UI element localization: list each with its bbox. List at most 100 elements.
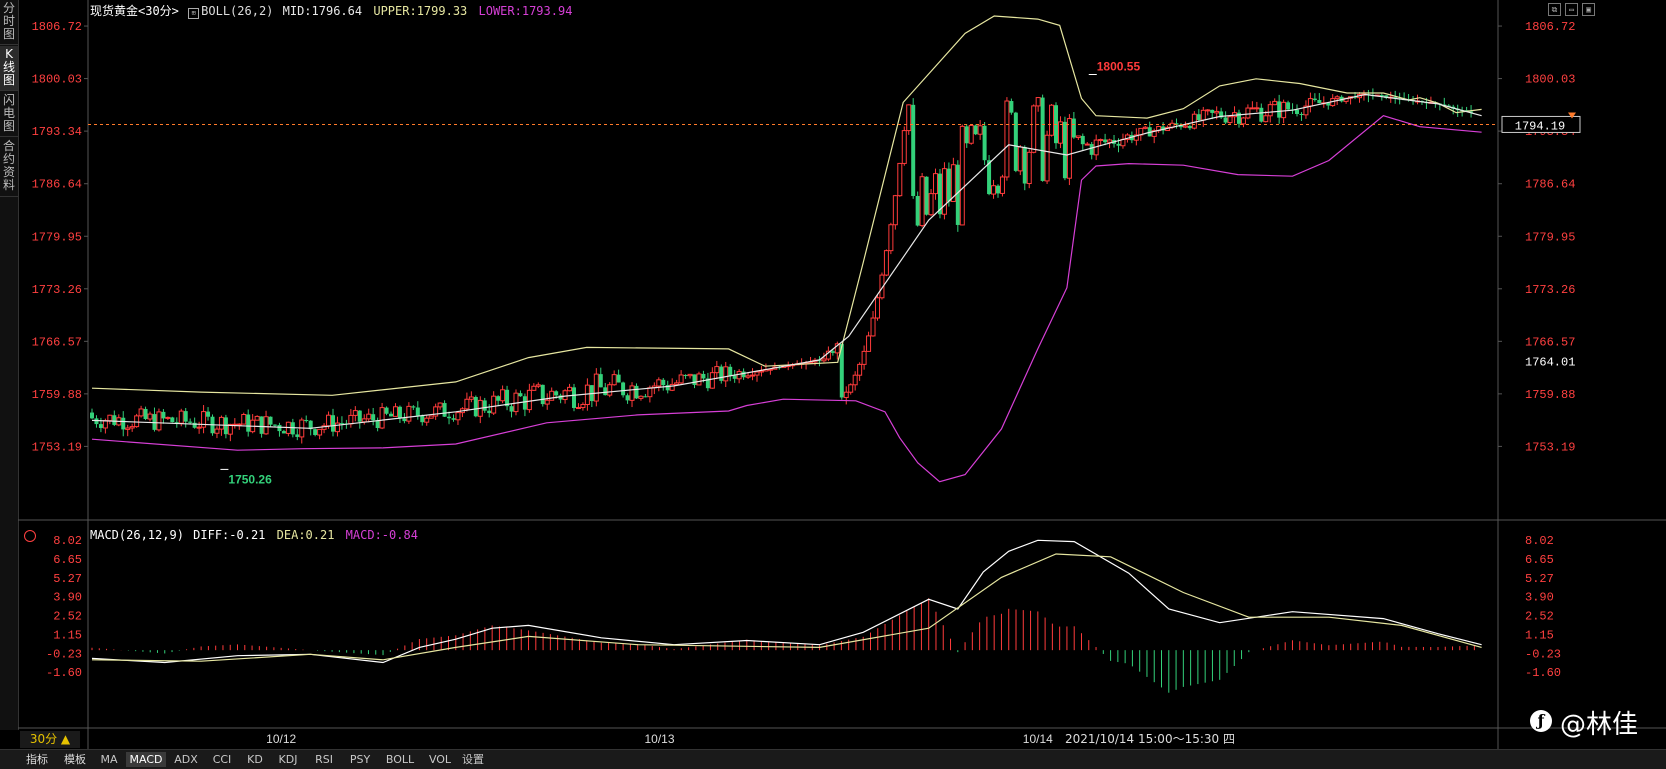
bottom-tab-1[interactable]: 模板 — [64, 753, 86, 766]
bottom-tab-6[interactable]: KD — [247, 753, 263, 766]
candle-body — [447, 416, 452, 419]
bottom-tab-10[interactable]: BOLL — [385, 753, 415, 766]
y-tick-label-right: 1786.64 — [1525, 178, 1575, 192]
restore-icon[interactable]: ⧉ — [1548, 3, 1561, 16]
current-price-label: 1794.19 — [1515, 119, 1565, 133]
macd-y-tick-label-left: 6.65 — [53, 553, 82, 567]
candle-body — [1191, 113, 1197, 129]
candle-body — [959, 125, 965, 226]
candle-body — [572, 387, 577, 408]
candle-body — [1312, 98, 1317, 101]
indicator-label: BOLL(26,2) — [201, 4, 274, 18]
candle-body — [937, 173, 942, 215]
minimize-icon[interactable]: ▭ — [1565, 3, 1578, 16]
bottom-tab-3[interactable]: MACD — [126, 752, 166, 767]
candle-body — [326, 414, 332, 427]
current-price-box — [1501, 115, 1581, 133]
candle-body — [906, 104, 912, 132]
bottom-tab-2[interactable]: MA — [100, 753, 118, 766]
candle-body — [500, 389, 506, 402]
candle-body — [411, 406, 416, 408]
candle-body — [295, 434, 300, 437]
x-tick-label: 10/13 — [644, 732, 674, 746]
bottom-tab-9[interactable]: PSY — [349, 753, 371, 766]
candle-body — [611, 374, 617, 386]
candle-body — [138, 408, 144, 417]
macd-settings-icon[interactable] — [24, 530, 36, 542]
candle-body — [1286, 102, 1291, 110]
candle-body — [665, 385, 670, 391]
candle-body — [1379, 95, 1384, 97]
candle-body — [977, 125, 983, 135]
bottom-tab-5[interactable]: CCI — [212, 753, 232, 766]
tab-contract-info[interactable]: 合约资料 — [0, 138, 18, 197]
candle-body — [643, 396, 648, 398]
chart-header: 现货黄金<30分> ⊞ BOLL(26,2) MID:1796.64 UPPER:… — [90, 2, 572, 19]
tab-kline-chart[interactable]: K线图 — [0, 46, 18, 91]
candle-body — [603, 387, 608, 396]
bottom-tab-12[interactable]: 设置 — [462, 753, 484, 766]
candle-body — [874, 297, 880, 319]
bottom-tab-11[interactable]: VOL — [428, 753, 452, 766]
candle-body — [674, 382, 680, 385]
maximize-icon[interactable]: ▣ — [1582, 3, 1595, 16]
candle-body — [1210, 109, 1215, 113]
candle-body — [1295, 109, 1300, 114]
candle-body — [308, 420, 313, 430]
candle-body — [455, 412, 461, 421]
candle-body — [1103, 139, 1108, 143]
bottom-tab-8[interactable]: RSI — [315, 753, 333, 766]
candle-body — [165, 416, 171, 419]
macd-y-tick-label-left: -1.60 — [46, 666, 82, 680]
price-chart[interactable]: 1750.26 1800.55 1806.72 1806.72 1800.03 1800… — [0, 0, 1666, 749]
candle-body — [304, 420, 309, 422]
hover-price-label: 1764.01 — [1525, 355, 1575, 369]
candle-body — [888, 224, 894, 252]
candle-body — [129, 426, 135, 429]
candle-body — [491, 395, 497, 414]
candle-body — [1133, 134, 1139, 141]
candle-body — [143, 408, 148, 420]
macd-y-tick-label-left: 3.90 — [53, 591, 82, 605]
period-selector[interactable]: 30分 ▲ — [20, 731, 80, 748]
tab-lightning-chart[interactable]: 闪电图 — [0, 92, 18, 137]
candle-body — [192, 422, 197, 428]
candle-body — [866, 335, 872, 352]
candle-body — [1277, 101, 1282, 118]
candle-body — [268, 416, 273, 425]
candle-body — [1469, 111, 1474, 113]
macd-dea-line — [91, 553, 1482, 662]
y-tick-label-right: 1779.95 — [1525, 230, 1575, 244]
candle-body — [1236, 112, 1241, 124]
candle-body — [678, 374, 684, 384]
bottom-tab-4[interactable]: ADX — [174, 753, 198, 766]
y-tick-label-left: 1793.34 — [32, 125, 82, 139]
candle-body — [1227, 116, 1233, 124]
candle-body — [758, 370, 764, 373]
candle-body — [206, 411, 211, 417]
candle-body — [1446, 105, 1451, 107]
candle-body — [964, 126, 969, 144]
candle-body — [428, 415, 434, 419]
candle-body — [188, 421, 193, 423]
candle-body — [719, 366, 724, 381]
tab-time-chart[interactable]: 分时图 — [0, 0, 18, 45]
candle-body — [375, 420, 380, 428]
bottom-tab-7[interactable]: KDJ — [278, 753, 298, 766]
upper-label: UPPER:1799.33 — [373, 4, 468, 18]
dea-label: DEA:0.21 — [276, 528, 335, 542]
candle-body — [1075, 135, 1081, 139]
bottom-tab-0[interactable]: 指标 — [26, 753, 48, 766]
candle-body — [437, 402, 443, 408]
candle-body — [1071, 118, 1076, 138]
candle-body — [1049, 104, 1055, 136]
candle-body — [218, 416, 224, 430]
candle-body — [201, 411, 207, 428]
candle-body — [915, 195, 920, 226]
y-tick-label-left: 1753.19 — [32, 440, 82, 454]
candle-body — [968, 124, 974, 144]
candle-body — [366, 413, 372, 420]
boll-lower-line — [91, 115, 1482, 483]
boll-upper-line — [91, 15, 1482, 396]
candle-body — [817, 360, 822, 362]
